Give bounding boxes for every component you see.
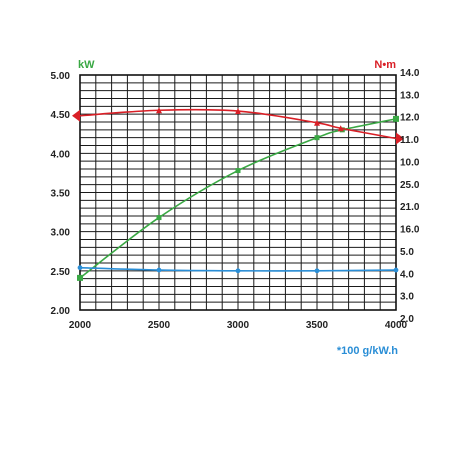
fuel-point bbox=[235, 268, 241, 274]
right-tick-label: 2.0 bbox=[400, 314, 414, 325]
left-tick-label: 4.00 bbox=[51, 149, 71, 160]
left-tick-label: 3.00 bbox=[51, 228, 71, 239]
right-tick-label: 25.0 bbox=[400, 180, 420, 191]
right-tick-label: 10.0 bbox=[400, 157, 420, 168]
power-point bbox=[393, 115, 399, 122]
torque-point bbox=[314, 119, 320, 126]
x-tick-label: 4000 bbox=[385, 320, 408, 331]
series-group bbox=[72, 107, 404, 281]
torque-point bbox=[235, 108, 241, 115]
right-tick-label: 21.0 bbox=[400, 202, 420, 213]
torque-point bbox=[72, 109, 80, 122]
right-tick-label: 16.0 bbox=[400, 225, 420, 236]
left-tick-label: 2.50 bbox=[51, 267, 71, 278]
torque-point bbox=[396, 132, 404, 145]
x-tick-label: 2500 bbox=[148, 320, 171, 331]
power-point bbox=[235, 168, 241, 174]
right-tick-label: 12.0 bbox=[400, 113, 420, 124]
right-tick-label: 11.0 bbox=[400, 135, 419, 146]
power-point bbox=[314, 135, 320, 141]
left-tick-label: 2.00 bbox=[51, 306, 71, 317]
x-tick-label: 2000 bbox=[69, 320, 92, 331]
fuel-point bbox=[393, 267, 399, 273]
x-tick-label: 3500 bbox=[306, 320, 329, 331]
x-tick-label: 3000 bbox=[227, 320, 250, 331]
axis-labels: kW N•m *100 g/kW.h 2.00 2.50 3.00 3.50 4.00 4… bbox=[51, 59, 420, 357]
bottom-axis-unit: *100 g/kW.h bbox=[337, 345, 398, 357]
fuel-point bbox=[77, 265, 83, 271]
left-tick-label: 5.00 bbox=[51, 71, 71, 82]
torque-point bbox=[337, 125, 344, 132]
right-tick-label: 14.0 bbox=[400, 68, 420, 79]
right-tick-label: 4.0 bbox=[400, 269, 414, 280]
fuel-point bbox=[156, 267, 162, 273]
torque-point bbox=[156, 107, 162, 114]
power-point bbox=[156, 215, 162, 221]
left-tick-label: 4.50 bbox=[51, 110, 71, 121]
right-tick-label: 3.0 bbox=[400, 292, 414, 303]
right-axis-unit: N•m bbox=[374, 59, 396, 71]
right-tick-label: 5.0 bbox=[400, 247, 414, 258]
left-axis-unit: kW bbox=[78, 59, 95, 71]
fuel-point bbox=[314, 268, 320, 274]
left-tick-label: 3.50 bbox=[51, 189, 71, 200]
power-point bbox=[77, 274, 83, 281]
plot-frame bbox=[79, 74, 397, 311]
right-tick-label: 13.0 bbox=[400, 90, 420, 101]
